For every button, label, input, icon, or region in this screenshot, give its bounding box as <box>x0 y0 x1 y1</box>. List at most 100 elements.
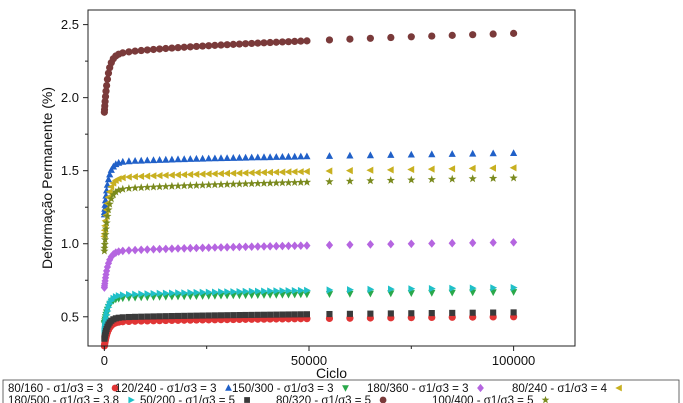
data-point <box>236 288 244 296</box>
data-point <box>489 164 496 172</box>
data-point <box>104 69 113 77</box>
data-point <box>180 181 189 190</box>
data-point <box>180 43 188 51</box>
data-point <box>119 246 127 256</box>
data-point <box>230 312 237 319</box>
data-point <box>260 153 268 161</box>
legend-marker <box>615 384 622 392</box>
data-point <box>242 311 249 319</box>
legend-label: 80/240 - σ1/σ3 = 4 <box>512 383 608 395</box>
data-point <box>109 190 118 199</box>
data-point <box>241 179 250 188</box>
data-point <box>509 164 517 172</box>
data-point <box>366 176 375 185</box>
data-point <box>366 240 374 249</box>
data-point <box>199 154 207 162</box>
data-point <box>111 187 120 196</box>
data-point <box>138 313 145 320</box>
data-point <box>101 230 110 238</box>
data-point <box>174 312 182 320</box>
data-point <box>346 151 354 159</box>
data-point <box>303 311 311 318</box>
data-point <box>211 243 219 252</box>
data-point <box>103 75 112 83</box>
data-point <box>186 170 194 179</box>
data-point <box>291 287 299 295</box>
data-point <box>173 181 183 190</box>
data-point <box>387 151 395 158</box>
data-point <box>241 169 249 177</box>
data-point <box>284 152 293 160</box>
data-point <box>149 156 158 164</box>
data-point <box>115 247 123 256</box>
legend-label: 180/360 - σ1/σ3 = 3 <box>367 383 468 395</box>
data-point <box>367 285 375 293</box>
data-point <box>346 240 354 250</box>
data-point <box>199 288 207 296</box>
data-point <box>279 287 287 295</box>
data-point <box>161 182 170 190</box>
y-tick-label: 2.0 <box>61 90 79 105</box>
data-point <box>205 243 213 252</box>
data-point <box>303 152 311 160</box>
data-point <box>469 289 477 297</box>
data-point <box>448 174 457 183</box>
data-point <box>291 37 299 46</box>
data-point <box>407 150 415 158</box>
data-point <box>192 243 200 253</box>
data-point <box>254 311 261 318</box>
data-point <box>428 32 436 40</box>
data-point <box>149 45 158 54</box>
data-point <box>489 174 498 182</box>
data-point <box>302 177 312 186</box>
data-point <box>366 151 374 159</box>
data-point <box>218 288 225 296</box>
data-point <box>137 46 145 55</box>
data-point <box>303 167 310 176</box>
data-point <box>236 312 243 319</box>
data-point <box>169 289 176 297</box>
data-point <box>187 312 194 319</box>
data-point <box>291 152 299 160</box>
data-point <box>168 44 176 52</box>
data-point <box>180 155 188 163</box>
data-point <box>510 284 518 292</box>
data-point <box>284 178 293 187</box>
data-point <box>143 245 151 254</box>
data-point <box>428 289 436 297</box>
data-point <box>162 244 170 254</box>
data-point <box>248 39 256 48</box>
data-point <box>137 172 145 180</box>
data-point <box>131 157 139 164</box>
data-point <box>144 313 151 320</box>
data-point <box>291 311 298 318</box>
data-point <box>155 172 163 180</box>
data-point <box>168 244 176 253</box>
data-point <box>131 183 140 192</box>
data-point <box>223 242 231 252</box>
data-point <box>272 178 281 187</box>
legend: 80/160 - σ1/σ3 = 3 120/240 - σ1/σ3 = 3 150… <box>2 379 680 403</box>
data-point <box>143 183 152 191</box>
data-point <box>137 245 145 255</box>
x-tick-label: 50000 <box>291 353 327 368</box>
y-tick-label: 0.5 <box>61 309 79 324</box>
data-point <box>162 289 170 297</box>
data-point <box>428 310 435 317</box>
data-point <box>149 172 157 180</box>
data-point <box>224 312 231 319</box>
data-point <box>248 242 256 251</box>
data-point <box>125 246 133 255</box>
data-point <box>156 45 164 53</box>
data-point <box>193 288 201 297</box>
data-point <box>427 165 435 173</box>
data-point <box>132 313 139 320</box>
data-point <box>149 182 158 191</box>
data-point <box>278 38 286 46</box>
data-point <box>101 224 111 233</box>
plot-frame <box>87 9 576 347</box>
data-point <box>284 38 293 46</box>
data-point <box>205 312 212 319</box>
data-point <box>407 33 415 41</box>
data-point <box>325 177 334 186</box>
